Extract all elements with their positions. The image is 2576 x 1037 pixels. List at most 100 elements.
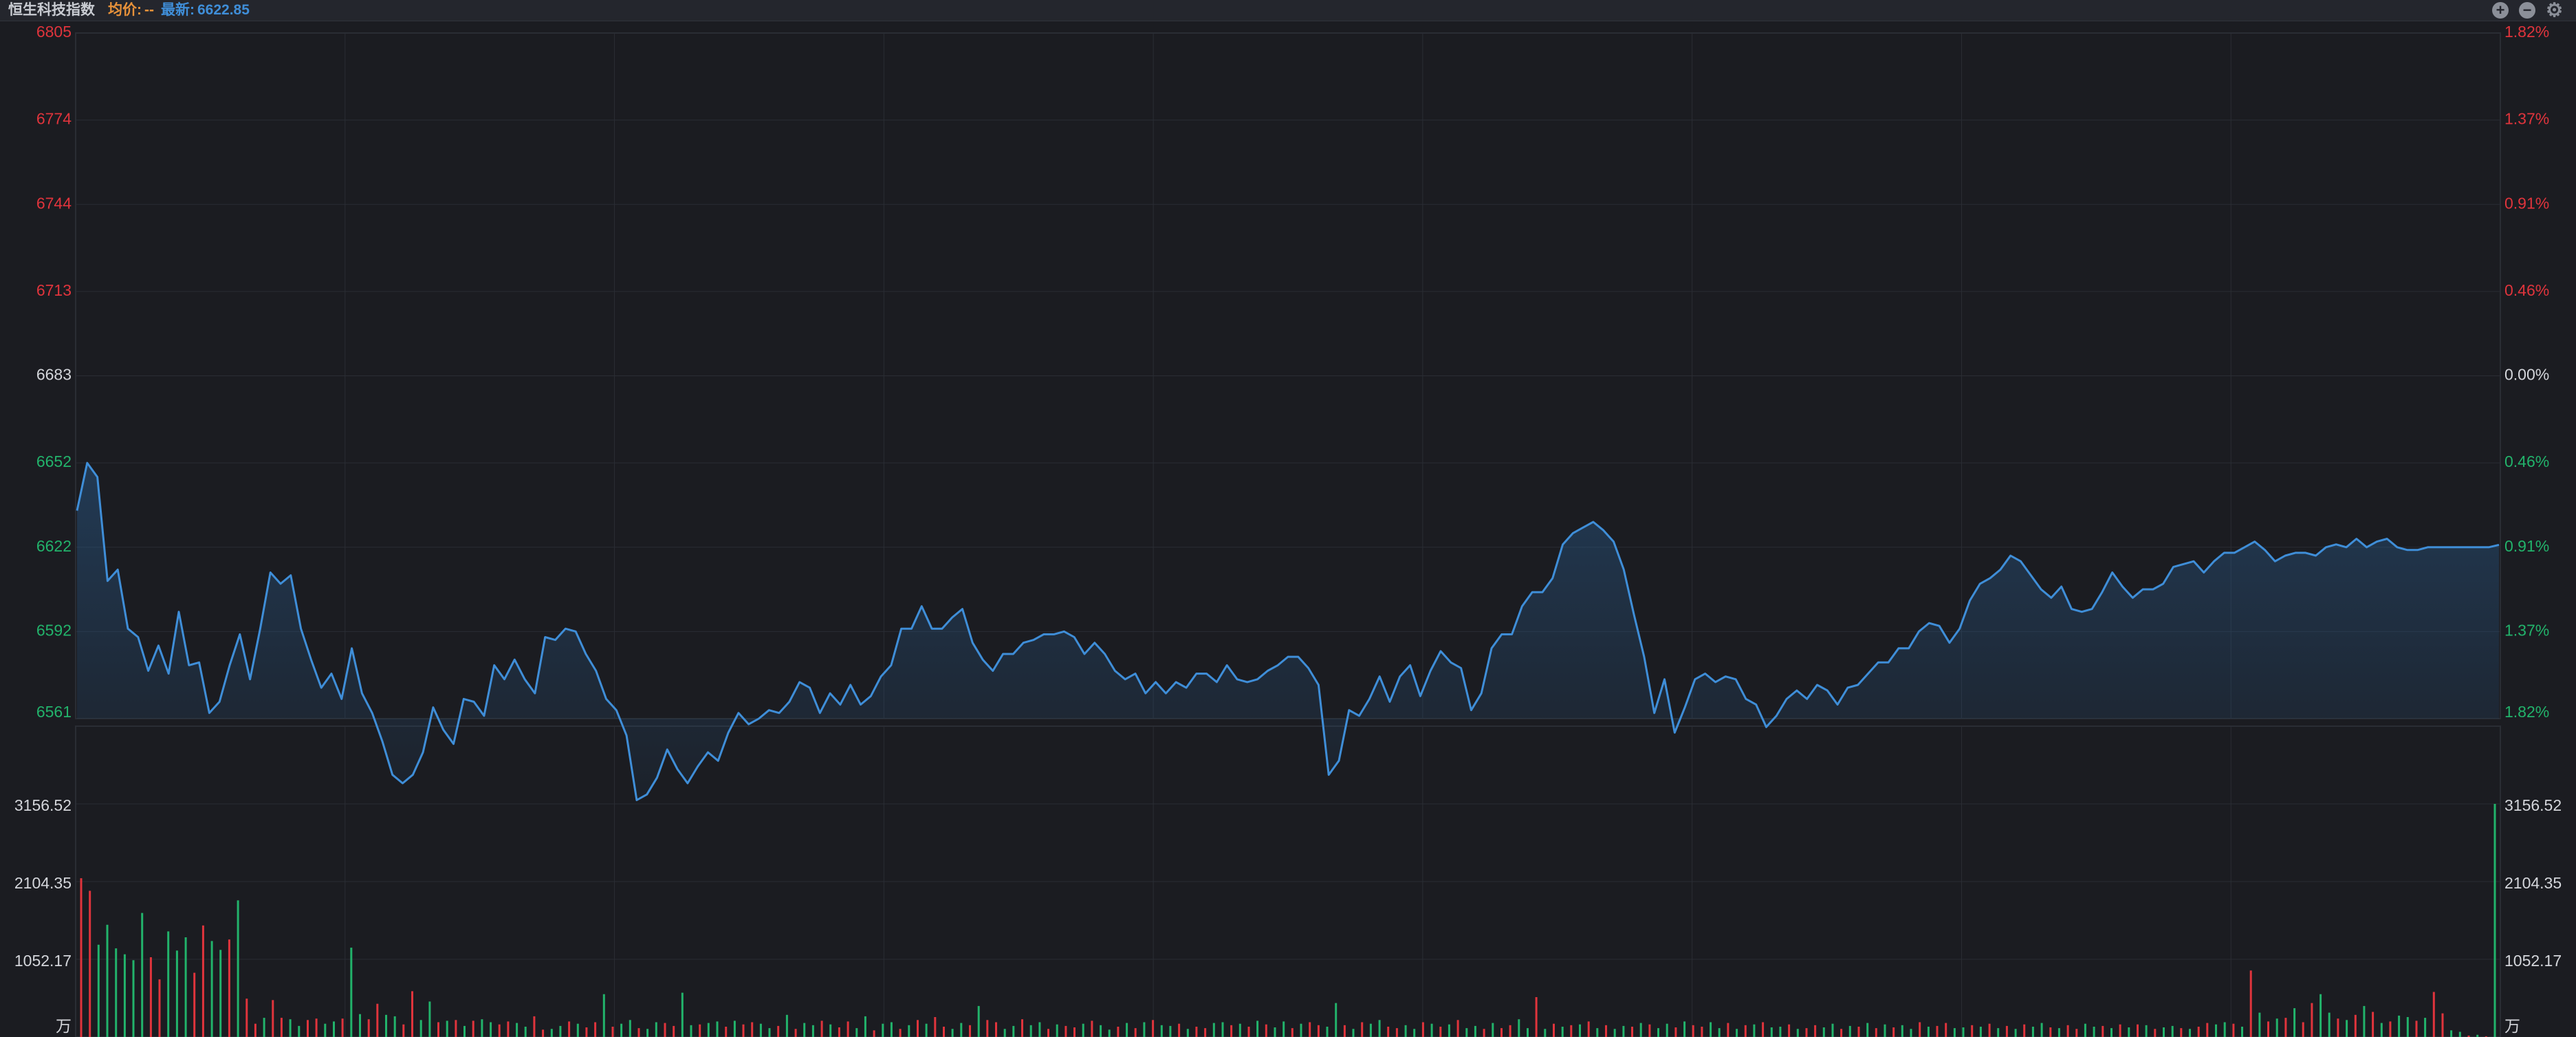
volume-bar (751, 1022, 754, 1037)
zoom-in-icon[interactable]: + (2492, 2, 2509, 19)
volume-bar (89, 891, 91, 1037)
volume-bar (811, 1025, 814, 1037)
volume-bar (2432, 992, 2435, 1037)
volume-bar (2380, 1023, 2383, 1037)
volume-bar (455, 1020, 457, 1037)
intraday-chart[interactable]: 6805 1.82% 6774 1.37% 6744 0.91% 6713 0.46% 6683… (0, 21, 2576, 1037)
volume-unit-label: 万 (56, 1017, 72, 1035)
volume-bar (550, 1029, 553, 1037)
volume-bar (1639, 1023, 1642, 1037)
volume-bar (2171, 1025, 2174, 1037)
volume-bar (1622, 1025, 1625, 1037)
volume-bar (1160, 1025, 1163, 1037)
volume-bar (585, 1027, 588, 1037)
volume-bar (1265, 1024, 1267, 1037)
volume-bar (2163, 1027, 2165, 1037)
volume-bar (280, 1018, 283, 1037)
volume-bar (1047, 1029, 1049, 1037)
volume-bar (1448, 1024, 1450, 1037)
volume-bar (1404, 1025, 1407, 1037)
percent-tick-label: 1.82% (2504, 23, 2549, 41)
volume-bar (2023, 1024, 2026, 1037)
volume-bar (2320, 994, 2322, 1037)
avg-price-label: 均价: (108, 2, 142, 18)
volume-bar (1492, 1023, 1494, 1037)
volume-bar (2075, 1029, 2078, 1037)
volume-bar (1238, 1023, 1241, 1037)
volume-bar (2258, 1012, 2261, 1037)
volume-bar (1692, 1025, 1694, 1037)
volume-bar (951, 1029, 954, 1037)
volume-bar (2137, 1024, 2139, 1037)
volume-bar (2485, 1036, 2487, 1037)
price-tick-label: 6561 (36, 703, 72, 721)
price-tick-label: 6744 (36, 194, 72, 212)
volume-bar (1710, 1022, 1712, 1037)
volume-tick-label-right: 3156.52 (2504, 796, 2562, 814)
volume-bar (2337, 1018, 2339, 1037)
volume-bar (864, 1016, 866, 1037)
volume-bar (2406, 1017, 2409, 1037)
volume-bar (1021, 1019, 1023, 1037)
percent-tick-label: 0.46% (2504, 281, 2549, 299)
zoom-out-icon[interactable]: − (2519, 2, 2535, 19)
volume-bar (359, 1014, 361, 1037)
volume-bar (2441, 1013, 2444, 1037)
percent-tick-label: 0.91% (2504, 537, 2549, 555)
gear-icon[interactable]: ⚙ (2546, 0, 2564, 21)
volume-bar (690, 1025, 692, 1037)
volume-bar (2093, 1027, 2095, 1037)
percent-tick-label: 1.82% (2504, 703, 2549, 721)
volume-bar (237, 900, 239, 1037)
volume-bar (1701, 1027, 1703, 1037)
volume-bar (2346, 1020, 2348, 1037)
volume-bar (794, 1029, 797, 1037)
volume-bar (725, 1027, 728, 1037)
volume-bar (2110, 1028, 2113, 1037)
volume-bar (1553, 1023, 1555, 1037)
volume-bar (2154, 1029, 2157, 1037)
volume-bar (611, 1027, 614, 1037)
volume-bar (629, 1020, 631, 1037)
volume-bar (1796, 1029, 1799, 1037)
volume-bar (908, 1025, 910, 1037)
volume-bar (254, 1023, 256, 1037)
volume-bar (934, 1017, 937, 1037)
volume-bar (1439, 1027, 1442, 1037)
volume-bar (219, 950, 222, 1037)
volume-bar (2249, 970, 2252, 1037)
price-tick-label: 6774 (36, 110, 72, 128)
volume-bar (847, 1021, 849, 1037)
volume-bar (925, 1023, 928, 1037)
volume-bar (385, 1014, 387, 1037)
volume-bar (1718, 1028, 1721, 1037)
volume-bar (516, 1023, 519, 1037)
volume-bar (402, 1024, 405, 1037)
volume-bar (2284, 1018, 2287, 1037)
volume-bar (1648, 1024, 1651, 1037)
volume-bar (1134, 1028, 1137, 1037)
volume-bar (1108, 1029, 1111, 1037)
volume-bar (481, 1019, 483, 1037)
volume-bar (2302, 1022, 2304, 1037)
index-name: 恒生科技指数 (8, 2, 95, 18)
volume-bar (995, 1022, 997, 1037)
volume-bar (2128, 1027, 2130, 1037)
volume-bar (1788, 1024, 1791, 1037)
volume-bar (1683, 1021, 1686, 1037)
volume-bar (1326, 1027, 1329, 1037)
volume-bar (210, 941, 213, 1037)
percent-tick-label: 1.37% (2504, 621, 2549, 639)
volume-bar (1544, 1029, 1547, 1037)
volume-bar (986, 1020, 989, 1037)
volume-bar (2066, 1025, 2069, 1037)
volume-bar (1300, 1023, 1302, 1037)
volume-bar (1605, 1025, 1607, 1037)
volume-bar (1195, 1027, 1198, 1037)
volume-bar (777, 1025, 780, 1037)
volume-bar (2311, 1003, 2313, 1037)
volume-bar (1509, 1025, 1511, 1037)
volume-bar (245, 998, 248, 1037)
volume-bar (960, 1023, 963, 1037)
percent-tick-label: 0.91% (2504, 194, 2549, 212)
